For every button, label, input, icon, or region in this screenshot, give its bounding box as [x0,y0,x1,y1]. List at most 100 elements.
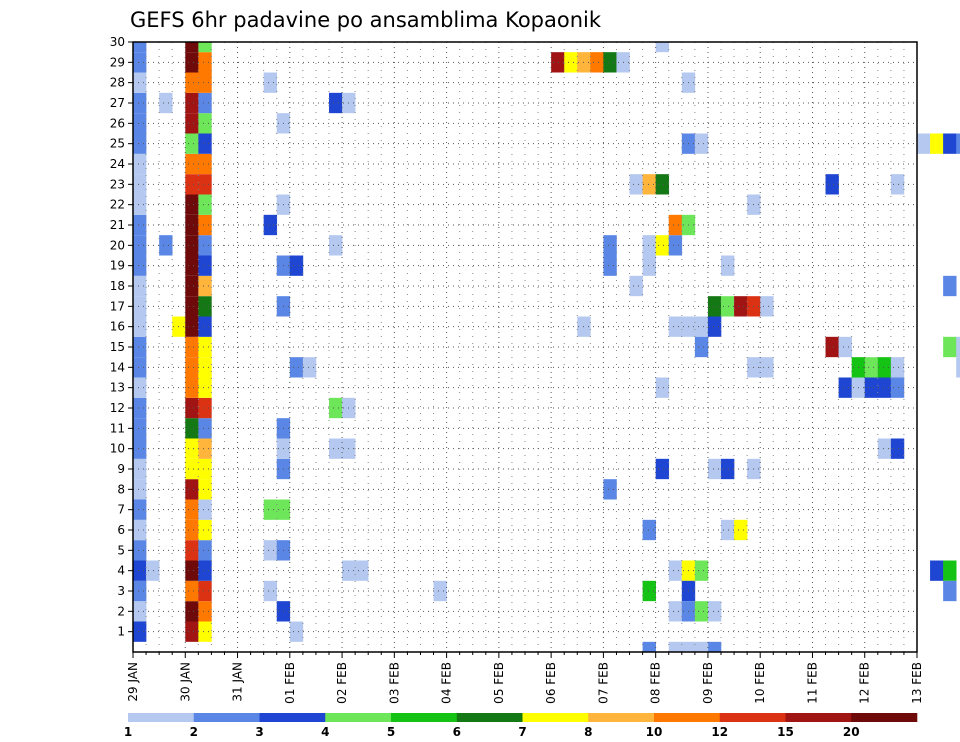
y-tick-label: 30 [110,35,125,49]
colorbar-swatch [851,713,918,722]
heatmap-cell [198,194,212,215]
heatmap-cell [185,255,199,276]
x-tick-label: 12 FEB [858,662,872,704]
heatmap-cell [956,336,960,358]
heatmap-cell [642,235,656,256]
heatmap-cell [185,296,199,317]
x-tick-label: 08 FEB [649,662,663,704]
colorbar-swatch [654,713,721,722]
heatmap-cell [890,174,905,195]
y-tick-label: 20 [110,238,125,252]
heatmap-cell [133,458,147,480]
y-tick-label: 9 [117,462,125,476]
heatmap-cell [198,214,212,236]
heatmap-cell [133,275,147,297]
colorbar-label: 1 [124,725,132,739]
colorbar-swatch [456,713,523,722]
heatmap-cell [956,133,960,154]
heatmap-cell [133,316,147,337]
heatmap-cell [655,235,670,256]
heatmap-cell [198,397,212,419]
heatmap-cell [198,377,212,398]
heatmap-cell [877,377,892,398]
colorbar-swatch [193,713,260,722]
y-tick-label: 3 [117,584,125,598]
heatmap-cell [133,397,147,419]
x-tick-label: 29 JAN [126,662,140,702]
heatmap-cell [694,316,709,337]
heatmap-cell [825,174,839,195]
x-tick-label: 11 FEB [805,662,819,704]
heatmap-cell [629,174,643,195]
y-axis: 1234567891011121314151617181920212223242… [110,35,133,639]
colorbar-label: 10 [646,725,663,739]
heatmap-cell [133,113,147,134]
heatmap-cell [185,174,199,195]
heatmap-cell [694,336,709,358]
x-tick-label: 13 FEB [910,662,924,704]
heatmap-cell [943,133,957,154]
heatmap-cell [707,641,722,652]
heatmap-cell [185,113,199,134]
heatmap-cell [198,72,212,93]
heatmap-cell [133,519,147,541]
heatmap-cell [133,52,147,73]
heatmap-cell [707,316,722,337]
y-tick-label: 18 [110,279,125,293]
heatmap-cell [198,560,212,581]
heatmap-cell [198,418,212,439]
heatmap-cell [943,580,957,602]
x-tick-label: 10 FEB [753,662,767,704]
heatmap-cell [668,235,683,256]
heatmap-cell [198,113,212,134]
x-tick-label: 07 FEB [596,662,610,704]
y-tick-label: 17 [110,299,125,313]
y-tick-label: 15 [110,340,125,354]
y-tick-label: 12 [110,401,125,415]
heatmap-cell [263,72,278,93]
heatmap-cell [185,42,199,53]
heatmap-cell [943,560,957,581]
x-tick-label: 01 FEB [283,662,297,704]
heatmap-cell [198,133,212,154]
y-tick-label: 14 [110,360,125,374]
heatmap-cell [185,92,199,114]
heatmap-cell [198,316,212,337]
heatmap-cell [721,519,735,541]
heatmap-cell [707,458,722,480]
colorbar-label: 2 [190,725,198,739]
heatmap-cell [185,194,199,215]
heatmap-cell [185,540,199,561]
heatmap-cell [289,621,304,642]
heatmap-cell [133,336,147,358]
heatmap-cell [198,499,212,520]
heatmap-cell [198,458,212,480]
heatmap-cell [185,357,199,378]
colorbar-label: 4 [321,725,329,739]
colorbar-label: 15 [777,725,794,739]
y-tick-label: 7 [117,503,125,517]
y-tick-label: 8 [117,482,125,496]
heatmap-cell [133,72,147,93]
heatmap-cell [185,418,199,439]
heatmap-cell [185,499,199,520]
heatmap-cell [603,52,617,73]
heatmap-cell [198,275,212,297]
colorbar-label: 3 [255,725,263,739]
heatmap-cell [668,601,683,622]
heatmap-cell [890,438,905,459]
heatmap-cell [917,133,931,154]
heatmap-cell [198,601,212,622]
y-tick-label: 11 [110,421,125,435]
y-tick-label: 10 [110,442,125,456]
heatmap-cell [198,296,212,317]
heatmap-cell [159,92,173,114]
y-tick-label: 29 [110,55,125,69]
heatmap-cell [734,296,748,317]
heatmap-cell [198,174,212,195]
heatmap-cell [263,580,278,602]
colorbar-swatch [588,713,655,722]
y-tick-label: 24 [110,157,125,171]
heatmap-cell [694,133,709,154]
